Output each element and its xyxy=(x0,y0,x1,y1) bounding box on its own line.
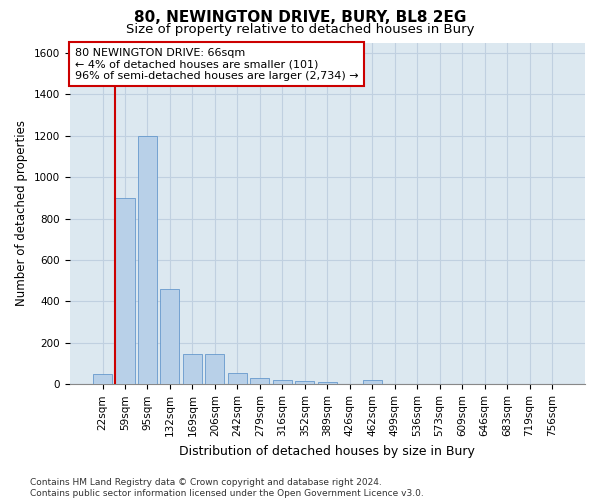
Bar xyxy=(183,354,202,384)
Bar xyxy=(228,373,247,384)
Bar xyxy=(160,289,179,384)
Bar xyxy=(273,380,292,384)
Bar xyxy=(362,380,382,384)
Bar xyxy=(115,198,134,384)
Bar xyxy=(250,378,269,384)
X-axis label: Distribution of detached houses by size in Bury: Distribution of detached houses by size … xyxy=(179,444,475,458)
Y-axis label: Number of detached properties: Number of detached properties xyxy=(15,120,28,306)
Bar xyxy=(205,354,224,384)
Bar xyxy=(318,382,337,384)
Text: 80, NEWINGTON DRIVE, BURY, BL8 2EG: 80, NEWINGTON DRIVE, BURY, BL8 2EG xyxy=(134,10,466,25)
Text: Size of property relative to detached houses in Bury: Size of property relative to detached ho… xyxy=(126,22,474,36)
Bar xyxy=(295,381,314,384)
Text: 80 NEWINGTON DRIVE: 66sqm
← 4% of detached houses are smaller (101)
96% of semi-: 80 NEWINGTON DRIVE: 66sqm ← 4% of detach… xyxy=(74,48,358,81)
Bar xyxy=(138,136,157,384)
Text: Contains HM Land Registry data © Crown copyright and database right 2024.
Contai: Contains HM Land Registry data © Crown c… xyxy=(30,478,424,498)
Bar xyxy=(93,374,112,384)
